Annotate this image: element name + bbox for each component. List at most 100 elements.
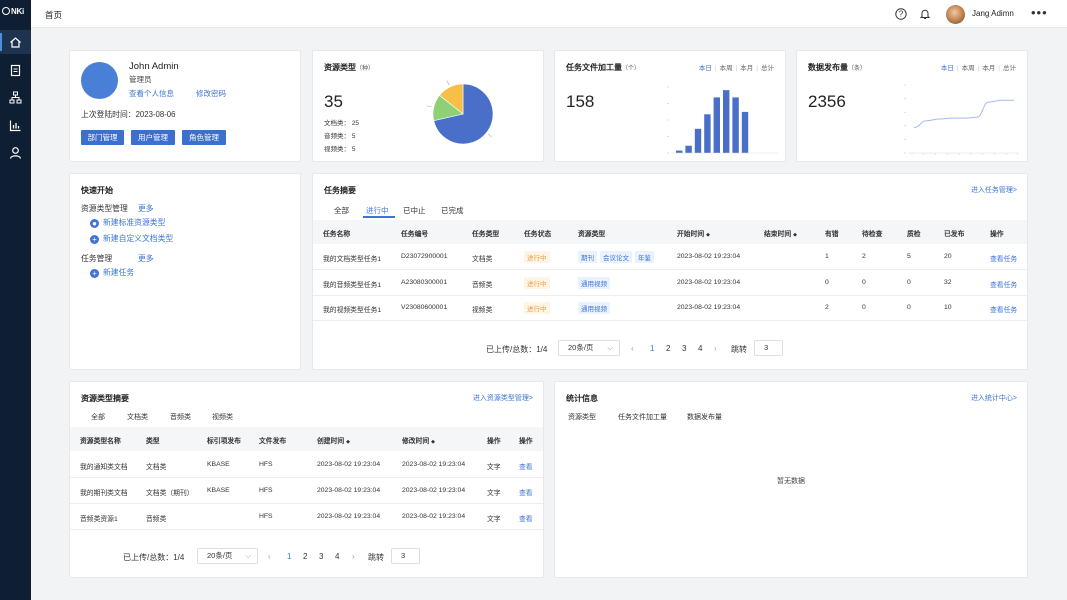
tab-total[interactable]: 总计 — [761, 65, 774, 72]
col-actions: 操作 — [990, 231, 1004, 238]
resource-tag: 通用视频 — [578, 302, 610, 314]
sidebar: NKi — [0, 0, 31, 600]
sort-icon: ◆ — [346, 439, 350, 445]
bar — [713, 97, 720, 153]
view-resource-link[interactable]: 查看 — [519, 464, 533, 471]
user-manage-button[interactable]: 用户管理 — [131, 130, 175, 145]
home-icon — [10, 36, 21, 48]
next-page-icon[interactable]: › — [714, 344, 717, 353]
series-line — [913, 99, 1015, 128]
row-divider — [313, 294, 1027, 296]
tab-publish[interactable]: 数据发布量 — [687, 414, 722, 421]
tab-in-progress[interactable]: 进行中 — [366, 206, 389, 215]
tab-video[interactable]: 视频类 — [212, 414, 233, 421]
tab-all[interactable]: 全部 — [91, 414, 105, 421]
sidebar-item-user[interactable] — [0, 140, 31, 164]
resource-page-size-select[interactable]: 20条/页 ⌵ — [197, 548, 258, 564]
tab-completed[interactable]: 已完成 — [441, 206, 464, 215]
col-created[interactable]: 创建时间 ◆ — [317, 438, 350, 445]
row-divider — [70, 529, 543, 530]
sidebar-item-statistics[interactable] — [0, 113, 31, 137]
sidebar-item-structure[interactable] — [0, 85, 31, 109]
col-modified[interactable]: 修改时间 ◆ — [402, 438, 435, 445]
active-tab-underline — [363, 216, 395, 218]
tab-today[interactable]: 本日 — [698, 65, 712, 72]
tab-week[interactable]: 本周 — [961, 65, 975, 72]
page-4[interactable]: 4 — [335, 552, 340, 561]
cell-type: 音频类 — [146, 516, 167, 523]
profile-card: John Admin 管理员 查看个人信息 修改密码 上次登陆时间：2023-0… — [69, 50, 301, 162]
tab-all[interactable]: 全部 — [334, 206, 349, 215]
prev-page-icon[interactable]: ‹ — [631, 344, 634, 353]
tab-resource-type[interactable]: 资源类型 — [568, 414, 596, 421]
page-2[interactable]: 2 — [666, 344, 671, 353]
help-icon[interactable]: ? — [895, 8, 907, 20]
page-3[interactable]: 3 — [319, 552, 324, 561]
tab-month[interactable]: 本月 — [982, 65, 996, 72]
bar — [676, 150, 683, 153]
jump-input[interactable]: 3 — [754, 340, 783, 356]
tab-stopped[interactable]: 已中止 — [403, 206, 426, 215]
task-pager-summary: 已上传/总数：1/4 — [486, 345, 548, 354]
prev-page-icon[interactable]: ‹ — [268, 552, 271, 561]
change-password-link[interactable]: 修改密码 — [196, 89, 226, 98]
tab-document[interactable]: 文档类 — [127, 414, 148, 421]
task-more-link[interactable]: 更多 — [138, 254, 154, 263]
jump-input[interactable]: 3 — [391, 548, 420, 564]
col-index-publish: 标引项发布 — [207, 438, 241, 445]
new-task-link[interactable]: + 新建任务 — [90, 267, 134, 278]
tab-week[interactable]: 本周 — [719, 65, 733, 72]
dept-manage-button[interactable]: 部门管理 — [81, 130, 124, 145]
plus-icon: + — [90, 235, 99, 244]
tab-audio[interactable]: 音频类 — [170, 414, 191, 421]
row-divider — [313, 269, 1027, 270]
page-1[interactable]: 1 — [650, 344, 655, 353]
page-2[interactable]: 2 — [303, 552, 308, 561]
resource-pager-summary: 已上传/总数：1/4 — [123, 553, 185, 562]
task-page-size-select[interactable]: 20条/页 ⌵ — [558, 340, 620, 356]
col-task-type: 任务类型 — [472, 231, 500, 238]
new-standard-resource-link[interactable]: ● 新建标准资源类型 — [90, 217, 165, 228]
next-page-icon[interactable]: › — [352, 552, 355, 561]
bar — [704, 114, 711, 153]
view-resource-link[interactable]: 查看 — [519, 490, 533, 497]
tab-today[interactable]: 本日 — [940, 65, 954, 72]
table-row: 音频类资源1 音频类 HFS 2023-08-02 19:23:04 2023-08-0… — [70, 503, 543, 530]
role-manage-button[interactable]: 角色管理 — [182, 130, 226, 145]
task-files-card: 任务文件加工量（个） 本日 | 本周 | 本月 | 总计 158 — [554, 50, 786, 162]
sidebar-item-documents[interactable] — [0, 58, 31, 82]
cell-file: HFS — [259, 513, 273, 520]
pie-leader-line — [426, 105, 432, 108]
more-icon[interactable]: ••• — [1031, 5, 1048, 20]
bell-icon[interactable] — [919, 8, 931, 20]
avatar[interactable] — [946, 5, 965, 24]
page-3[interactable]: 3 — [682, 344, 687, 353]
col-start-time[interactable]: 开始时间 ◆ — [677, 231, 710, 238]
cell-start: 2023-08-02 19:23:04 — [677, 278, 741, 286]
tab-month[interactable]: 本月 — [740, 65, 754, 72]
user-name[interactable]: Jang Adimn — [972, 9, 1014, 18]
view-task-link[interactable]: 查看任务 — [990, 307, 1018, 314]
page-title: 首页 — [45, 10, 63, 20]
document-icon — [10, 64, 21, 76]
view-info-link[interactable]: 查看个人信息 — [129, 89, 174, 98]
tab-task-files[interactable]: 任务文件加工量 — [618, 414, 667, 421]
view-resource-link[interactable]: 查看 — [519, 516, 533, 523]
page-1[interactable]: 1 — [287, 552, 292, 561]
sidebar-item-home[interactable] — [0, 30, 31, 54]
view-task-link[interactable]: 查看任务 — [990, 281, 1018, 289]
new-custom-doc-link[interactable]: + 新建自定义文档类型 — [90, 233, 173, 244]
cell-start: 2023-08-02 19:23:04 — [677, 253, 741, 260]
col-task-name: 任务名称 — [323, 231, 351, 238]
tab-total[interactable]: 总计 — [1003, 65, 1016, 72]
resource-manage-link[interactable]: 进入资源类型管理> — [472, 395, 533, 402]
cell-name: 我的通知类文档 — [80, 464, 128, 471]
view-task-link[interactable]: 查看任务 — [990, 256, 1018, 263]
cell-op1: 文字 — [487, 516, 501, 523]
task-files-bar-chart — [667, 86, 778, 154]
statistics-center-link[interactable]: 进入统计中心> — [970, 395, 1017, 402]
task-manage-link[interactable]: 进入任务管理> — [970, 187, 1017, 194]
col-end-time[interactable]: 结束时间 ◆ — [764, 231, 797, 238]
resource-more-link[interactable]: 更多 — [138, 204, 154, 213]
page-4[interactable]: 4 — [698, 344, 703, 353]
